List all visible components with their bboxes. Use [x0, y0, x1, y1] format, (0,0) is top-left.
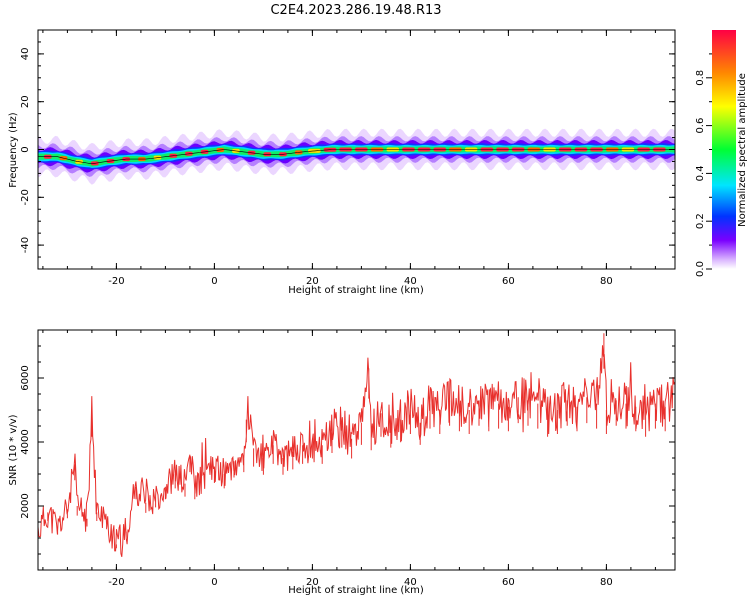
snr-x-tick-label: 60	[502, 577, 515, 588]
colorbar-tick-label: 0.4	[695, 165, 706, 181]
heatmap-ridge-line	[38, 149, 675, 165]
heatmap-y-tick-label: 0	[20, 146, 31, 152]
heatmap-y-tick-label: -20	[20, 189, 31, 205]
heatmap-ridge	[38, 128, 675, 185]
heatmap-y-tick-label: 20	[20, 95, 31, 108]
colorbar: 0.0 0.2 0.4 0.6 0.8 Normalized spectral ampl…	[695, 30, 748, 277]
colorbar-tick-label: 0.0	[695, 261, 706, 277]
heatmap-x-tick-label: 60	[502, 276, 515, 287]
snr-x-ticks: -20 0 20 40 60 80	[42, 330, 656, 588]
snr-series-line	[38, 333, 675, 558]
heatmap-x-tick-label: 80	[600, 276, 613, 287]
snr-x-tick-label: 20	[306, 577, 319, 588]
snr-y-ticks: 2000 4000 6000	[20, 329, 675, 571]
colorbar-tick-label: 0.2	[695, 213, 706, 229]
heatmap-x-tick-label: -20	[108, 276, 124, 287]
snr-x-label: Height of straight line (km)	[288, 585, 424, 596]
heatmap-x-tick-label: 40	[404, 276, 417, 287]
snr-y-tick-label: 6000	[20, 365, 31, 390]
colorbar-ticks: 0.0 0.2 0.4 0.6 0.8	[695, 53, 712, 277]
snr-panel: -20 0 20 40 60 80 2000 4000 6000 Height of stra…	[8, 329, 676, 596]
colorbar-tick-label: 0.8	[695, 70, 706, 86]
snr-y-tick-label: 4000	[20, 429, 31, 454]
snr-y-tick-label: 2000	[20, 493, 31, 518]
colorbar-tick-label: 0.6	[695, 118, 706, 134]
figure-title: C2E4.2023.286.19.48.R13	[270, 3, 441, 18]
heatmap-y-tick-label: 40	[20, 48, 31, 61]
heatmap-y-tick-label: -40	[20, 237, 31, 253]
heatmap-x-label: Height of straight line (km)	[288, 285, 424, 296]
snr-x-tick-label: -20	[108, 577, 124, 588]
heatmap-y-ticks: -40 -20 0 20 40	[20, 29, 675, 270]
snr-x-tick-label: 40	[404, 577, 417, 588]
snr-x-tick-label: 0	[211, 577, 217, 588]
snr-y-label: SNR (10 * v/v)	[8, 414, 19, 485]
heatmap-x-tick-label: 20	[306, 276, 319, 287]
heatmap-y-label: Frequency (Hz)	[8, 112, 19, 188]
snr-x-tick-label: 80	[600, 577, 613, 588]
colorbar-label: Normalized spectral amplitude	[737, 73, 748, 227]
heatmap-x-tick-label: 0	[211, 276, 217, 287]
heatmap-panel: -20 0 20 40 60 80 -40 -20 0 20 40 Height of strai…	[8, 29, 676, 296]
snr-frame	[37, 329, 676, 571]
colorbar-gradient	[712, 30, 736, 269]
heatmap-x-ticks: -20 0 20 40 60 80	[42, 30, 656, 287]
